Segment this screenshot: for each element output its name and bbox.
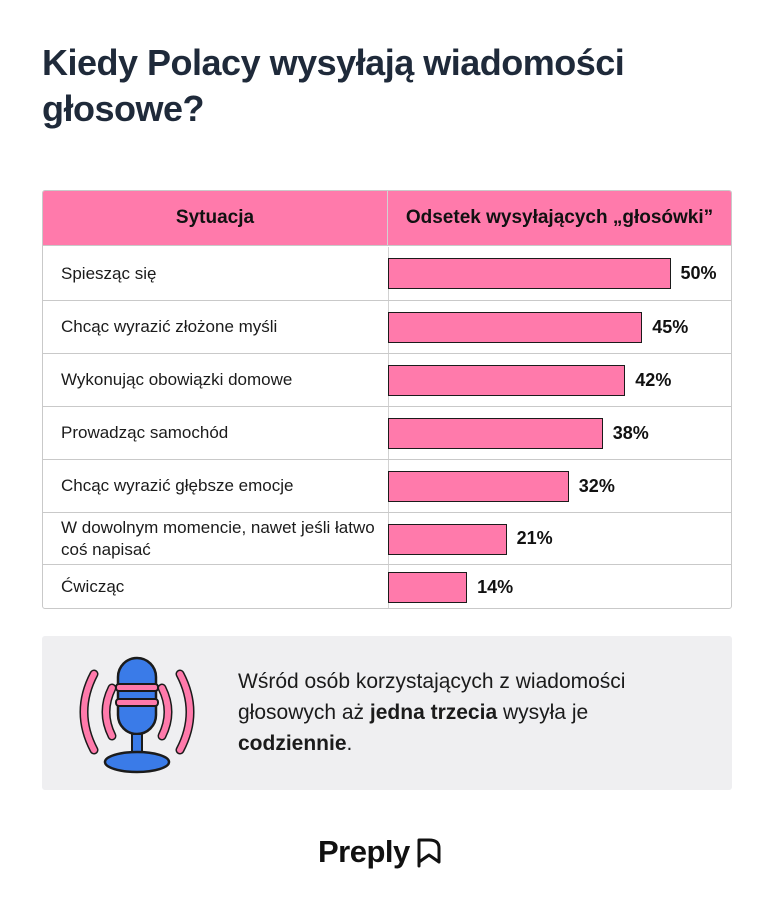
table-row: Chcąc wyrazić złożone myśli 45% [43, 300, 731, 353]
row-label: Ćwicząc [61, 577, 125, 596]
page-title: Kiedy Polacy wysyłają wiadomości głosowe… [42, 42, 625, 129]
preply-logo-icon [417, 838, 441, 868]
value-label: 21% [516, 528, 553, 548]
row-label: Wykonując obowiązki domowe [61, 370, 293, 389]
table-row: Prowadząc samochód 38% [43, 406, 731, 459]
value-label: 42% [635, 370, 672, 390]
row-label: Chcąc wyrazić głębsze emocje [61, 476, 294, 495]
value-label: 14% [477, 577, 514, 597]
bar [388, 471, 569, 502]
row-label: Chcąc wyrazić złożone myśli [61, 317, 278, 336]
row-label: W dowolnym momencie, nawet jeśli łatwo c… [61, 517, 375, 559]
table-header: Sytuacja Odsetek wysyłających „głosówki” [43, 191, 731, 246]
column-header-percentage: Odsetek wysyłających „głosówki” [405, 207, 714, 228]
table-row: Ćwicząc 14% [43, 564, 731, 608]
value-label: 32% [578, 476, 615, 496]
table-row: Spiesząc się 50% [43, 247, 731, 300]
value-label: 50% [680, 263, 717, 283]
bar [388, 258, 671, 289]
row-label: Spiesząc się [61, 263, 157, 283]
table-body: Spiesząc się 50% Chcąc wyrazić złożone myś… [43, 247, 731, 608]
bar [388, 418, 603, 449]
value-label: 45% [652, 317, 689, 337]
info-callout: Wśród osób korzystających z wiadomości g… [42, 636, 732, 790]
row-label: Prowadząc samochód [61, 423, 229, 442]
brand-name: Preply [318, 834, 410, 869]
bar [388, 365, 626, 396]
column-header-situation: Sytuacja [43, 191, 388, 245]
value-label: 38% [612, 423, 649, 443]
bar [388, 572, 468, 603]
brand-logo: Preply [318, 832, 444, 872]
table-row: W dowolnym momencie, nawet jeśli łatwo c… [43, 512, 731, 564]
table-row: Chcąc wyrazić głębsze emocje 32% [43, 459, 731, 512]
microphone-icon [79, 656, 195, 774]
bar [388, 524, 507, 555]
callout-text: Wśród osób korzystających z wiadomości g… [238, 670, 626, 755]
table-row: Wykonując obowiązki domowe 42% [43, 353, 731, 406]
bar [388, 312, 643, 343]
data-table: Sytuacja Odsetek wysyłających „głosówki”… [42, 190, 732, 609]
